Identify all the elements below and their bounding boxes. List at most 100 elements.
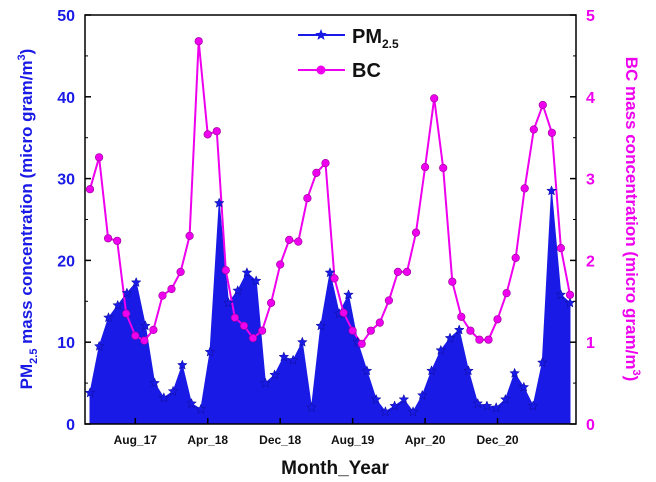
- bc-point: [176, 267, 185, 277]
- pm25-point: [167, 385, 179, 396]
- x-tick-label: Aug_19: [331, 433, 375, 447]
- pm25-point: [112, 299, 124, 310]
- pm25-point: [389, 400, 401, 411]
- pm25-point: [223, 297, 234, 308]
- pm25-point: [204, 346, 216, 357]
- bc-point: [113, 236, 122, 245]
- pm25-point: [213, 197, 225, 208]
- pm25-point: [269, 369, 281, 380]
- pm25-point: [250, 275, 262, 286]
- bc-point: [248, 334, 258, 343]
- pm25-point: [232, 285, 244, 296]
- left-tick-label: 50: [57, 8, 75, 25]
- pm25-point: [407, 406, 419, 417]
- right-tick-label: 4: [586, 90, 595, 107]
- pm25-point: [481, 400, 493, 411]
- bc-point: [511, 253, 520, 262]
- pm25-point: [84, 387, 96, 398]
- bc-point: [366, 326, 375, 335]
- x-tick-label: Dec_18: [259, 433, 301, 447]
- x-axis-title: Month_Year: [281, 458, 389, 479]
- bc-point: [439, 163, 448, 173]
- bc-point: [411, 228, 421, 237]
- bc-point: [131, 331, 140, 340]
- pm25-point: [398, 393, 410, 405]
- pm25-point: [343, 289, 354, 300]
- pm25-point: [416, 389, 428, 400]
- bc-point: [303, 194, 312, 203]
- pm25-point: [518, 381, 530, 392]
- bc-point: [384, 296, 394, 305]
- pm25-point: [379, 406, 391, 417]
- pm25-point: [241, 267, 253, 278]
- right-tick-label: 2: [586, 253, 595, 270]
- pm25-point: [499, 393, 511, 405]
- bc-point: [276, 260, 285, 269]
- bc-point: [212, 127, 221, 136]
- x-tick-label: Dec_20: [477, 433, 519, 447]
- pm25-point: [453, 324, 465, 335]
- bc-point: [94, 153, 104, 162]
- pm25-point: [93, 340, 105, 351]
- pm25-point: [324, 267, 336, 278]
- left-tick-label: 20: [57, 253, 75, 270]
- x-tick-label: Apr_20: [405, 433, 446, 447]
- bc-point: [230, 313, 239, 322]
- legend-pm25-star-marker: [315, 29, 327, 40]
- bc-point: [556, 244, 566, 253]
- bc-point: [321, 159, 330, 168]
- pm25-point: [555, 289, 567, 300]
- bc-point: [312, 168, 321, 177]
- right-tick-label: 5: [586, 8, 595, 25]
- left-y-axis: 0 10 20 30 40 50: [57, 8, 91, 434]
- legend: PM2.5 BC: [298, 26, 399, 82]
- right-tick-label: 1: [586, 335, 595, 352]
- pm25-point: [121, 287, 133, 298]
- x-axis: Aug_17 Apr_18 Dec_18 Aug_19 Apr_20 Dec_20: [114, 418, 519, 447]
- left-y-axis-title: PM2.5 mass concentration (micro gram/m3): [16, 49, 40, 390]
- bc-point: [448, 277, 457, 286]
- bc-point: [457, 312, 466, 321]
- pm25-point: [130, 276, 142, 288]
- pm25-point: [296, 336, 308, 347]
- pm25-point: [472, 397, 484, 409]
- pm25-point: [306, 401, 317, 413]
- bc-point: [520, 184, 529, 193]
- pm25-point: [186, 397, 197, 409]
- bc-point: [339, 308, 348, 317]
- pm25-point: [259, 377, 271, 388]
- bc-point: [103, 234, 113, 243]
- bc-point: [493, 315, 502, 324]
- left-tick-label: 10: [57, 335, 75, 352]
- right-tick-label: 3: [586, 172, 595, 189]
- bc-point: [203, 130, 212, 139]
- bc-point: [475, 335, 484, 344]
- bc-point: [239, 321, 249, 330]
- bc-point: [122, 309, 131, 318]
- pm25-point: [463, 365, 474, 376]
- pm25-point: [490, 401, 502, 413]
- bc-point: [285, 235, 294, 244]
- bc-point: [375, 318, 384, 327]
- bc-point: [348, 326, 357, 335]
- pm25-point: [176, 359, 188, 370]
- bc-point: [294, 237, 303, 246]
- bc-point: [267, 298, 276, 308]
- bc-point: [194, 37, 203, 46]
- bc-point: [430, 94, 439, 103]
- bc-point: [167, 284, 176, 294]
- pm25-point: [158, 392, 170, 403]
- bc-point: [393, 267, 403, 277]
- bc-point: [565, 290, 575, 299]
- pm25-point: [149, 377, 161, 388]
- bc-point: [538, 100, 547, 110]
- bc-point: [149, 325, 158, 335]
- pm25-point: [444, 332, 456, 343]
- legend-pm25-label: PM2.5: [352, 26, 399, 51]
- right-tick-label: 0: [586, 417, 595, 434]
- x-tick-label: Aug_17: [114, 433, 158, 447]
- pm25-point: [287, 354, 299, 365]
- bc-point: [421, 163, 430, 172]
- bc-point: [402, 267, 412, 277]
- pm25-point: [536, 356, 548, 368]
